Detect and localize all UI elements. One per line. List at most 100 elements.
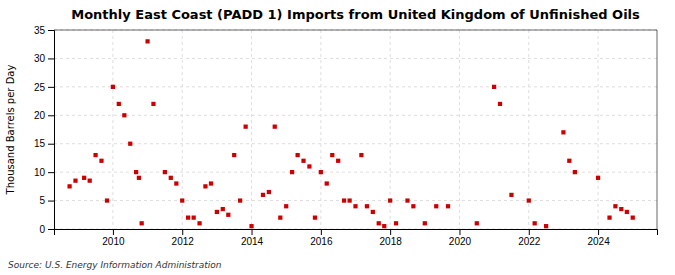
grid-line	[54, 200, 657, 201]
point	[359, 153, 363, 157]
point	[619, 207, 623, 211]
point	[388, 198, 392, 202]
tick: 5	[39, 195, 54, 206]
point	[88, 179, 92, 183]
tick-label: 10	[34, 167, 46, 178]
point	[330, 153, 334, 157]
tick-label: 2014	[241, 236, 264, 247]
points	[67, 39, 634, 228]
tick: 2012	[172, 229, 195, 247]
point	[607, 216, 611, 220]
point	[140, 221, 144, 225]
point	[249, 224, 253, 228]
point	[613, 204, 617, 208]
point	[117, 102, 121, 106]
title: Monthly East Coast (PADD 1) Imports from…	[71, 7, 640, 22]
point	[122, 113, 126, 117]
point	[82, 176, 86, 180]
grid-line	[54, 30, 657, 31]
point	[174, 181, 178, 185]
tick-mark	[48, 30, 54, 31]
point	[498, 102, 502, 106]
point	[151, 102, 155, 106]
tick-mark	[598, 229, 599, 235]
tick: 2022	[518, 229, 541, 247]
tick-label: 2024	[587, 236, 610, 247]
tick-mark	[48, 144, 54, 145]
tick-label: 2022	[518, 236, 541, 247]
point	[509, 193, 513, 197]
tick-mark	[48, 115, 54, 116]
tick-mark	[48, 172, 54, 173]
grid-line	[54, 172, 657, 173]
tick-label: 2020	[449, 236, 472, 247]
tick-label: 0	[39, 224, 45, 235]
tick-mark	[459, 229, 460, 235]
tick: 35	[34, 25, 54, 36]
point	[325, 181, 329, 185]
grid-line	[459, 30, 460, 229]
point	[290, 170, 294, 174]
point	[567, 159, 571, 163]
point	[377, 221, 381, 225]
tick-label: 2010	[102, 236, 125, 247]
point	[67, 184, 71, 188]
point	[197, 221, 201, 225]
tick: 25	[34, 82, 54, 93]
tick-mark	[48, 229, 54, 230]
x-axis: 2010 2012 2014 2016 2018 2020 2022 2024	[55, 229, 658, 247]
tick: 15	[34, 138, 54, 149]
tick-mark	[113, 229, 114, 235]
point	[192, 216, 196, 220]
tick-label: 20	[34, 110, 46, 121]
point	[365, 204, 369, 208]
frame-line	[657, 30, 658, 229]
tick-mark	[321, 229, 322, 235]
tick-label: 15	[34, 138, 46, 149]
point	[273, 125, 277, 129]
tick-mark	[48, 87, 54, 88]
tick: 2024	[587, 229, 610, 247]
tick-mark	[390, 229, 391, 235]
point	[261, 193, 265, 197]
point	[475, 221, 479, 225]
point	[411, 204, 415, 208]
point	[336, 159, 340, 163]
tick: 2016	[310, 229, 333, 247]
tick-mark	[529, 229, 530, 235]
grid-line	[598, 30, 599, 229]
tick-label: 2018	[380, 236, 403, 247]
point	[296, 153, 300, 157]
point	[163, 170, 167, 174]
point	[342, 198, 346, 202]
tick: 2010	[102, 229, 125, 247]
frame-line	[54, 30, 657, 31]
tick: 2018	[380, 229, 403, 247]
point	[347, 198, 351, 202]
point	[382, 224, 386, 228]
point	[267, 190, 271, 194]
point	[99, 159, 103, 163]
point	[307, 164, 311, 168]
grid-line	[251, 30, 252, 229]
tick-label: 30	[34, 53, 46, 64]
point	[203, 184, 207, 188]
point	[186, 216, 190, 220]
tick-mark	[182, 229, 183, 235]
point	[73, 179, 77, 183]
point	[215, 210, 219, 214]
point	[284, 204, 288, 208]
point	[226, 213, 230, 217]
grid-line	[54, 143, 657, 144]
point	[238, 198, 242, 202]
point	[371, 210, 375, 214]
point	[180, 198, 184, 202]
grid-line	[320, 30, 321, 229]
point	[353, 204, 357, 208]
point	[446, 204, 450, 208]
point	[278, 216, 282, 220]
point	[209, 181, 213, 185]
grid-line	[54, 115, 657, 116]
tick: 2014	[241, 229, 264, 247]
point	[561, 130, 565, 134]
